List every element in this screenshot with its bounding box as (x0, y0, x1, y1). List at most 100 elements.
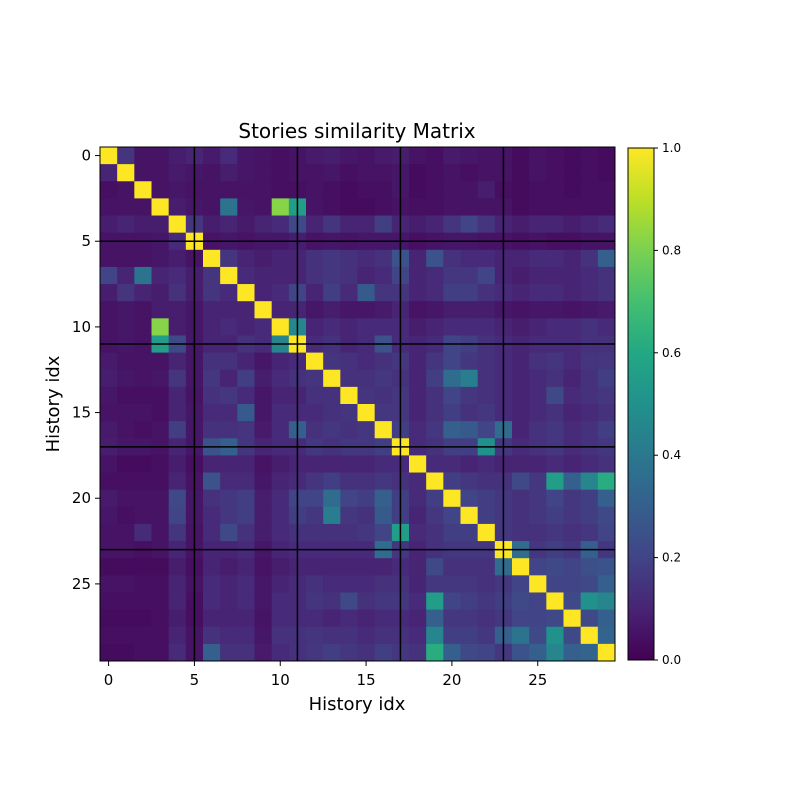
heatmap-cell (220, 421, 238, 439)
heatmap-cell (117, 164, 135, 182)
heatmap-cell (151, 455, 170, 473)
heatmap-cell (323, 369, 341, 388)
heatmap-cell (271, 352, 290, 371)
heatmap-cell (306, 284, 324, 302)
heatmap-cell (323, 506, 341, 525)
heatmap-cell (254, 318, 273, 336)
heatmap-cell (117, 575, 135, 593)
heatmap-cell (117, 404, 135, 422)
heatmap-cell (374, 318, 393, 336)
heatmap-cell (134, 558, 152, 576)
heatmap-cell (168, 489, 187, 508)
heatmap-cell (409, 506, 427, 525)
heatmap-cell (529, 249, 547, 268)
heatmap-cell (203, 284, 221, 302)
heatmap-cell (271, 249, 290, 268)
heatmap-cell (323, 164, 341, 182)
heatmap-cell (117, 609, 135, 628)
heatmap-cell (340, 386, 358, 405)
heatmap-cell (237, 318, 255, 336)
heatmap-cell (409, 643, 427, 662)
heatmap-cell (409, 523, 427, 542)
heatmap-cell (460, 455, 479, 473)
heatmap-cell (323, 592, 341, 610)
heatmap-cell (597, 455, 616, 473)
heatmap-cell (374, 198, 393, 216)
heatmap-cell (357, 284, 376, 302)
heatmap-cell (117, 558, 135, 576)
heatmap-cell (306, 506, 324, 525)
heatmap-cell (546, 506, 564, 525)
heatmap-cell (151, 404, 170, 422)
heatmap-cell (323, 472, 341, 491)
heatmap-cell (134, 198, 152, 216)
heatmap-cell (100, 421, 118, 439)
heatmap-cell (203, 266, 221, 285)
heatmap-cell (529, 523, 547, 542)
heatmap-cell (460, 369, 479, 388)
heatmap-cell (323, 318, 341, 336)
heatmap-cell (529, 609, 547, 628)
heatmap-cell (512, 575, 530, 593)
heatmap-cell (134, 386, 152, 405)
heatmap-cell (426, 352, 444, 371)
heatmap-cell (271, 318, 290, 336)
heatmap-cell (460, 575, 479, 593)
heatmap-cell (203, 575, 221, 593)
heatmap-cell (340, 626, 358, 645)
heatmap-cell (151, 301, 170, 319)
heatmap-cell (529, 284, 547, 302)
heatmap-cell (117, 318, 135, 336)
heatmap-cell (597, 318, 616, 336)
heatmap-cell (134, 523, 152, 542)
heatmap-cell (323, 626, 341, 645)
heatmap-cell (220, 266, 238, 285)
heatmap-cell (168, 643, 187, 662)
heatmap-cell (426, 489, 444, 508)
heatmap-cell (426, 523, 444, 542)
y-axis-label: History idx (43, 355, 64, 452)
heatmap-cell (117, 592, 135, 610)
heatmap-cell (151, 386, 170, 405)
heatmap-cell (563, 147, 582, 165)
heatmap-cell (357, 626, 376, 645)
heatmap-cell (134, 181, 152, 199)
heatmap-cell (306, 626, 324, 645)
heatmap-cell (563, 506, 582, 525)
heatmap-cell (460, 181, 479, 199)
heatmap-cell (357, 249, 376, 268)
heatmap-cell (134, 609, 152, 628)
heatmap-cell (529, 215, 547, 234)
heatmap-cell (151, 489, 170, 508)
heatmap-cell (597, 558, 616, 576)
heatmap-cell (357, 523, 376, 542)
heatmap-cell (254, 164, 273, 182)
heatmap-cell (151, 575, 170, 593)
heatmap-cell (580, 523, 599, 542)
heatmap-cell (580, 386, 599, 405)
colorbar-ticks: 0.0 0.2 0.4 0.6 0.8 1.0 (654, 141, 681, 667)
heatmap-cell (323, 643, 341, 662)
heatmap-cell (597, 386, 616, 405)
heatmap-cell (168, 181, 187, 199)
heatmap-cell (323, 181, 341, 199)
heatmap-cell (203, 198, 221, 216)
heatmap-cell (134, 318, 152, 336)
heatmap-cell (237, 592, 255, 610)
heatmap-cell (271, 643, 290, 662)
heatmap-cell (306, 181, 324, 199)
heatmap-cell (597, 592, 616, 610)
heatmap-cell (443, 489, 461, 508)
heatmap-cell (529, 404, 547, 422)
heatmap-cell (100, 164, 118, 182)
heatmap-cell (529, 626, 547, 645)
heatmap-cell (426, 181, 444, 199)
heatmap-cell (254, 284, 273, 302)
heatmap-cell (237, 386, 255, 405)
heatmap-cells (100, 147, 616, 662)
heatmap-cell (409, 558, 427, 576)
heatmap-cell (203, 421, 221, 439)
heatmap-cell (374, 284, 393, 302)
heatmap-cell (357, 198, 376, 216)
heatmap-cell (460, 592, 479, 610)
